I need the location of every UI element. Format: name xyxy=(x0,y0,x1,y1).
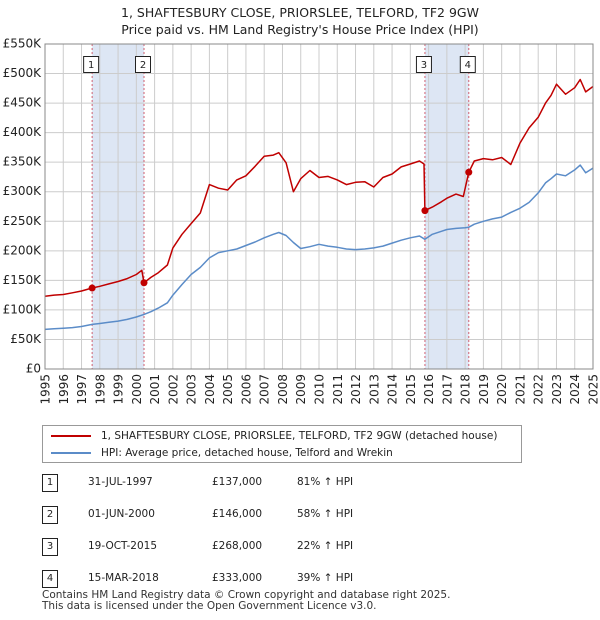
sale-date: 01-JUN-2000 xyxy=(88,508,155,520)
footer-copyright: Contains HM Land Registry data © Crown c… xyxy=(42,589,451,601)
footer: Contains HM Land Registry data © Crown c… xyxy=(42,590,450,612)
sale-date: 31-JUL-1997 xyxy=(88,476,153,488)
x-tick-label: 2012 xyxy=(349,374,363,405)
sale-number-badge: 3 xyxy=(42,538,58,556)
x-tick-label: 2020 xyxy=(495,374,509,405)
x-tick-label: 2008 xyxy=(276,374,290,405)
sale-number-badge: 1 xyxy=(42,474,58,492)
x-tick-label: 2006 xyxy=(239,374,253,405)
sale-marker-box xyxy=(83,56,100,73)
hpi-series-line xyxy=(44,164,594,331)
legend: 1, SHAFTESBURY CLOSE, PRIORSLEE, TELFORD… xyxy=(42,425,522,463)
y-tick-label: £450K xyxy=(3,96,43,110)
title-line-2: Price paid vs. HM Land Registry's House … xyxy=(121,22,479,37)
y-tick-label: £500K xyxy=(3,66,43,80)
sale-marker-box xyxy=(415,56,432,73)
sale-hpi-change: 58% ↑ HPI xyxy=(297,508,354,520)
sale-hpi-change: 81% ↑ HPI xyxy=(297,476,354,488)
chart-title: 1, SHAFTESBURY CLOSE, PRIORSLEE, TELFORD… xyxy=(0,4,600,38)
sale-hpi-change: 22% ↑ HPI xyxy=(297,540,354,552)
sale-price: £137,000 xyxy=(212,476,263,488)
x-tick-label: 2017 xyxy=(440,374,454,405)
x-tick-label: 2003 xyxy=(185,374,199,405)
point-layer xyxy=(88,168,473,292)
x-tick-label: 2000 xyxy=(130,374,144,405)
sale-point xyxy=(88,284,96,292)
sale-point xyxy=(140,279,148,287)
price-chart: 1995 1996 1997 1998 1999 2000 2001 2002 2003 2004… xyxy=(3,37,600,405)
x-tick-label: 2016 xyxy=(422,374,436,405)
x-tick-label: 2005 xyxy=(221,374,235,405)
x-tick-label: 1996 xyxy=(57,374,71,405)
sale-row: 2 01-JUN-2000 £146,000 58% ↑ HPI xyxy=(42,506,402,526)
sale-marker-box xyxy=(135,56,152,73)
sale-price: £268,000 xyxy=(212,540,263,552)
sale-price: £146,000 xyxy=(212,508,263,520)
sale-row: 1 31-JUL-1997 £137,000 81% ↑ HPI xyxy=(42,474,402,494)
x-tick-label: 2004 xyxy=(203,374,217,405)
y-tick-label: £550K xyxy=(3,37,43,51)
y-tick-label: £100K xyxy=(3,302,43,316)
legend-label-hpi: HPI: Average price, detached house, Telf… xyxy=(101,447,393,459)
x-tick-label: 2022 xyxy=(532,374,546,405)
legend-swatch-property xyxy=(51,435,91,437)
x-tick-label: 1999 xyxy=(112,374,126,405)
x-tick-label: 2023 xyxy=(550,374,564,405)
x-tick-label: 2009 xyxy=(294,374,308,405)
sale-hpi-change: 39% ↑ HPI xyxy=(297,572,354,584)
y-tick-label: £400K xyxy=(3,125,43,139)
sale-point xyxy=(421,207,429,215)
y-tick-label: £350K xyxy=(3,155,43,169)
x-tick-label: 1995 xyxy=(39,374,53,405)
sale-point xyxy=(465,168,473,176)
sale-marker-label: 3 xyxy=(421,60,427,71)
sale-row: 4 15-MAR-2018 £333,000 39% ↑ HPI xyxy=(42,570,402,590)
x-tick-label: 1997 xyxy=(75,374,89,405)
property-series-line xyxy=(44,78,594,298)
x-tick-label: 2018 xyxy=(459,374,473,405)
sale-number-badge: 4 xyxy=(42,570,58,588)
y-tick-label: £300K xyxy=(3,184,43,198)
sale-marker-label: 1 xyxy=(88,60,94,71)
y-tick-label: £200K xyxy=(3,243,43,257)
marker-line-layer xyxy=(91,44,470,369)
x-tick-label: 2013 xyxy=(367,374,381,405)
legend-swatch-hpi xyxy=(51,452,91,454)
legend-item-hpi: HPI: Average price, detached house, Telf… xyxy=(51,445,393,461)
x-tick-label: 2002 xyxy=(166,374,180,405)
sale-row: 3 19-OCT-2015 £268,000 22% ↑ HPI xyxy=(42,538,402,558)
x-tick-label: 2001 xyxy=(148,374,162,405)
plot-frame xyxy=(44,43,594,370)
x-tick-label: 2007 xyxy=(258,374,272,405)
legend-item-property: 1, SHAFTESBURY CLOSE, PRIORSLEE, TELFORD… xyxy=(51,428,497,444)
marker-box-layer: 1 2 3 4 xyxy=(83,56,476,73)
x-tick-label: 2014 xyxy=(386,374,400,405)
y-tick-label: £150K xyxy=(3,273,43,287)
y-tick-label: £250K xyxy=(3,214,43,228)
legend-label-property: 1, SHAFTESBURY CLOSE, PRIORSLEE, TELFORD… xyxy=(101,430,498,442)
grid-layer xyxy=(44,43,594,370)
sale-price: £333,000 xyxy=(212,572,263,584)
x-tick-label: 2019 xyxy=(477,374,491,405)
x-tick-label: 2015 xyxy=(404,374,418,405)
label-layer: 1995 1996 1997 1998 1999 2000 2001 2002 2003 2004… xyxy=(3,37,600,405)
x-tick-label: 2010 xyxy=(313,374,327,405)
sale-marker-label: 4 xyxy=(465,60,471,71)
sale-date: 19-OCT-2015 xyxy=(88,540,157,552)
footer-licence: This data is licensed under the Open Gov… xyxy=(42,600,377,612)
x-tick-label: 2011 xyxy=(331,374,345,405)
title-line-1: 1, SHAFTESBURY CLOSE, PRIORSLEE, TELFORD… xyxy=(121,5,479,20)
series-layer xyxy=(44,78,594,331)
x-tick-label: 2024 xyxy=(568,374,582,405)
shade-layer xyxy=(92,44,469,369)
sale-date: 15-MAR-2018 xyxy=(88,572,159,584)
sale-number-badge: 2 xyxy=(42,506,58,524)
x-tick-label: 2025 xyxy=(587,374,600,405)
y-tick-label: £0 xyxy=(26,362,41,376)
sale-marker-label: 2 xyxy=(140,60,146,71)
x-tick-label: 1998 xyxy=(93,374,107,405)
sale-marker-box xyxy=(459,56,476,73)
x-tick-label: 2021 xyxy=(513,374,527,405)
y-tick-label: £50K xyxy=(10,332,42,346)
